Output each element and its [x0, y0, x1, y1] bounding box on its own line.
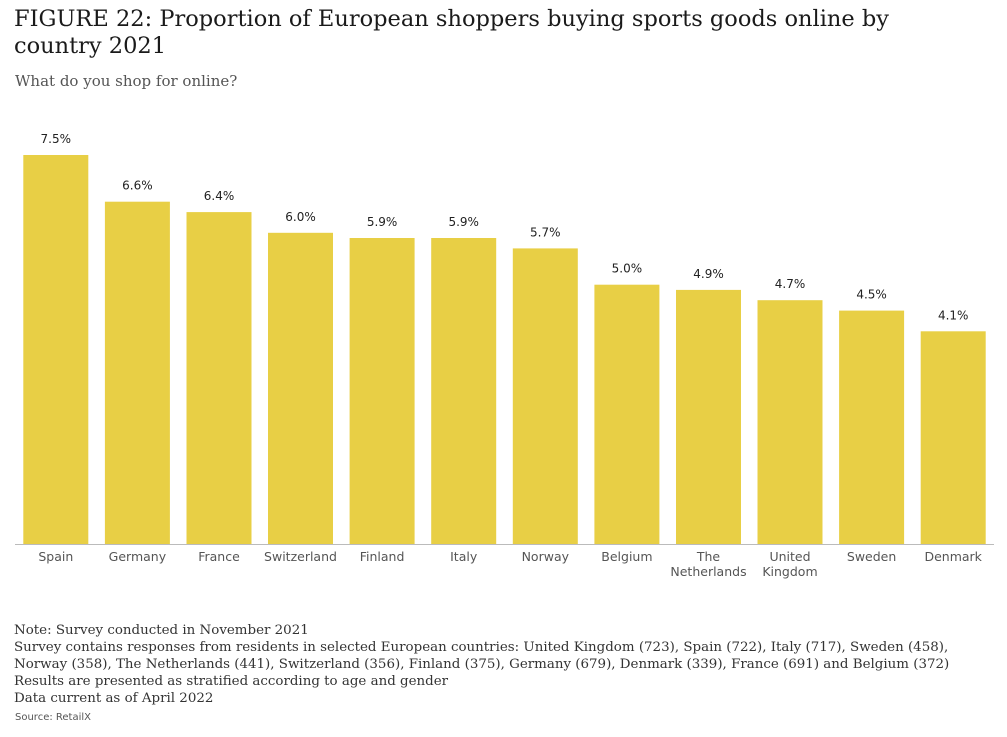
data-label: 6.0% [285, 210, 316, 224]
bar [757, 300, 823, 544]
note-line: Survey contains responses from residents… [14, 640, 949, 655]
data-label: 4.9% [693, 267, 724, 281]
x-tick-label: Belgium [601, 549, 652, 564]
x-tick-label: Switzerland [264, 549, 337, 564]
x-tick-label: Spain [38, 549, 73, 564]
bar [268, 232, 333, 545]
x-tick-label: France [198, 549, 240, 564]
x-tick-label: Sweden [847, 549, 896, 564]
bar [349, 238, 415, 544]
bar [676, 289, 741, 544]
x-tick-label: Germany [109, 549, 167, 564]
bar [104, 201, 170, 544]
note-line: Note: Survey conducted in November 2021 [14, 623, 309, 638]
x-tick-label: Denmark [924, 549, 982, 564]
data-label: 6.4% [204, 189, 235, 203]
data-label: 4.7% [775, 277, 806, 291]
bar [431, 238, 497, 544]
bar [594, 284, 660, 544]
note-line: Results are presented as stratified acco… [14, 674, 449, 689]
chart-source: Source: RetailX [15, 712, 92, 723]
chart-notes: Note: Survey conducted in November 2021 … [14, 622, 999, 707]
bar-chart: 7.5% Spain 6.6% Germany 6.4% France 6.0% Switze… [15, 132, 994, 579]
x-tick-label: Netherlands [670, 564, 746, 579]
chart-title: FIGURE 22: Proportion of European shoppe… [14, 6, 890, 59]
bar [839, 310, 905, 544]
note-line: Data current as of April 2022 [14, 691, 214, 706]
bar [512, 248, 578, 544]
note-line: Norway (358), The Netherlands (441), Swi… [14, 657, 950, 672]
data-label: 5.9% [448, 215, 479, 229]
x-tick-label: Kingdom [762, 564, 817, 579]
data-label: 5.9% [367, 215, 398, 229]
bar [23, 155, 89, 544]
chart-subtitle: What do you shop for online? [15, 72, 238, 90]
data-label: 4.5% [856, 288, 887, 302]
x-tick-label: The [696, 549, 721, 564]
data-label: 6.6% [122, 179, 153, 193]
x-tick-label: Finland [360, 549, 405, 564]
data-label: 4.1% [938, 308, 969, 322]
bar [920, 331, 986, 544]
x-tick-label: Norway [522, 549, 570, 564]
data-label: 7.5% [41, 132, 72, 146]
x-tick-label: United [769, 549, 810, 564]
bar [186, 212, 252, 544]
x-tick-label: Italy [450, 549, 478, 564]
data-label: 5.0% [612, 262, 643, 276]
data-label: 5.7% [530, 225, 561, 239]
